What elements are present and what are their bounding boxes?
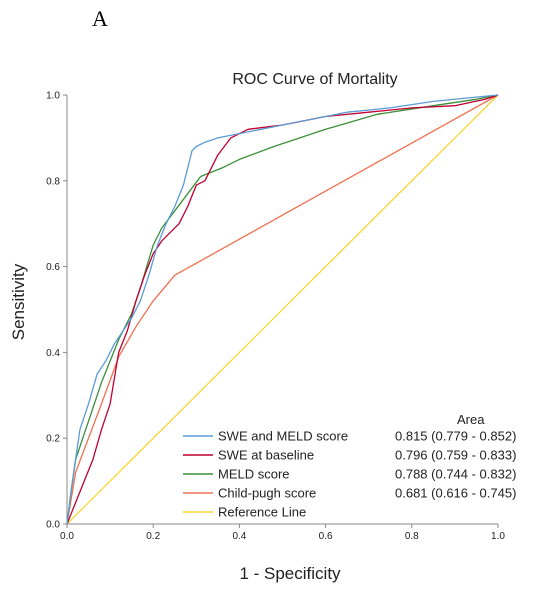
y-tick-label: 0.2 xyxy=(46,434,60,445)
legend-label-swe-at-baseline: SWE at baseline xyxy=(218,448,314,463)
y-tick-label: 0.8 xyxy=(46,176,60,187)
y-axis-title: Sensitivity xyxy=(9,263,28,340)
x-tick-label: 0.2 xyxy=(146,531,160,542)
y-tick-label: 0.0 xyxy=(46,520,60,531)
roc-line-swe-at-baseline xyxy=(66,94,499,525)
y-tick-label: 0.4 xyxy=(46,348,60,359)
x-tick-label: 0.8 xyxy=(405,531,419,542)
x-tick-label: 0.0 xyxy=(60,531,74,542)
legend-area-child-pugh-score: 0.681 (0.616 - 0.745) xyxy=(395,486,516,501)
y-tick-label: 1.0 xyxy=(46,91,60,102)
roc-line-swe-and-meld-score xyxy=(66,94,499,525)
x-axis-title: 1 - Specificity xyxy=(239,564,341,583)
legend-label-reference-line: Reference Line xyxy=(218,505,306,520)
legend-label-child-pugh-score: Child-pugh score xyxy=(218,486,316,501)
x-tick-label: 0.4 xyxy=(232,531,246,542)
legend-label-meld-score: MELD score xyxy=(218,467,290,482)
legend-area-swe-and-meld-score: 0.815 (0.779 - 0.852) xyxy=(395,429,516,444)
chart-title: ROC Curve of Mortality xyxy=(232,71,397,88)
legend-area-header: Area xyxy=(457,412,485,427)
legend-area-meld-score: 0.788 (0.744 - 0.832) xyxy=(395,467,516,482)
legend-box xyxy=(180,426,387,520)
legend-area-swe-at-baseline: 0.796 (0.759 - 0.833) xyxy=(395,448,516,463)
legend-label-swe-and-meld-score: SWE and MELD score xyxy=(218,429,348,444)
roc-line-reference-line xyxy=(66,94,499,525)
panel-label: A xyxy=(92,6,108,31)
y-tick-label: 0.6 xyxy=(46,262,60,273)
x-tick-label: 0.6 xyxy=(319,531,333,542)
roc-line-meld-score xyxy=(66,94,499,525)
x-tick-label: 1.0 xyxy=(491,531,505,542)
roc-line-child-pugh-score xyxy=(66,94,499,525)
